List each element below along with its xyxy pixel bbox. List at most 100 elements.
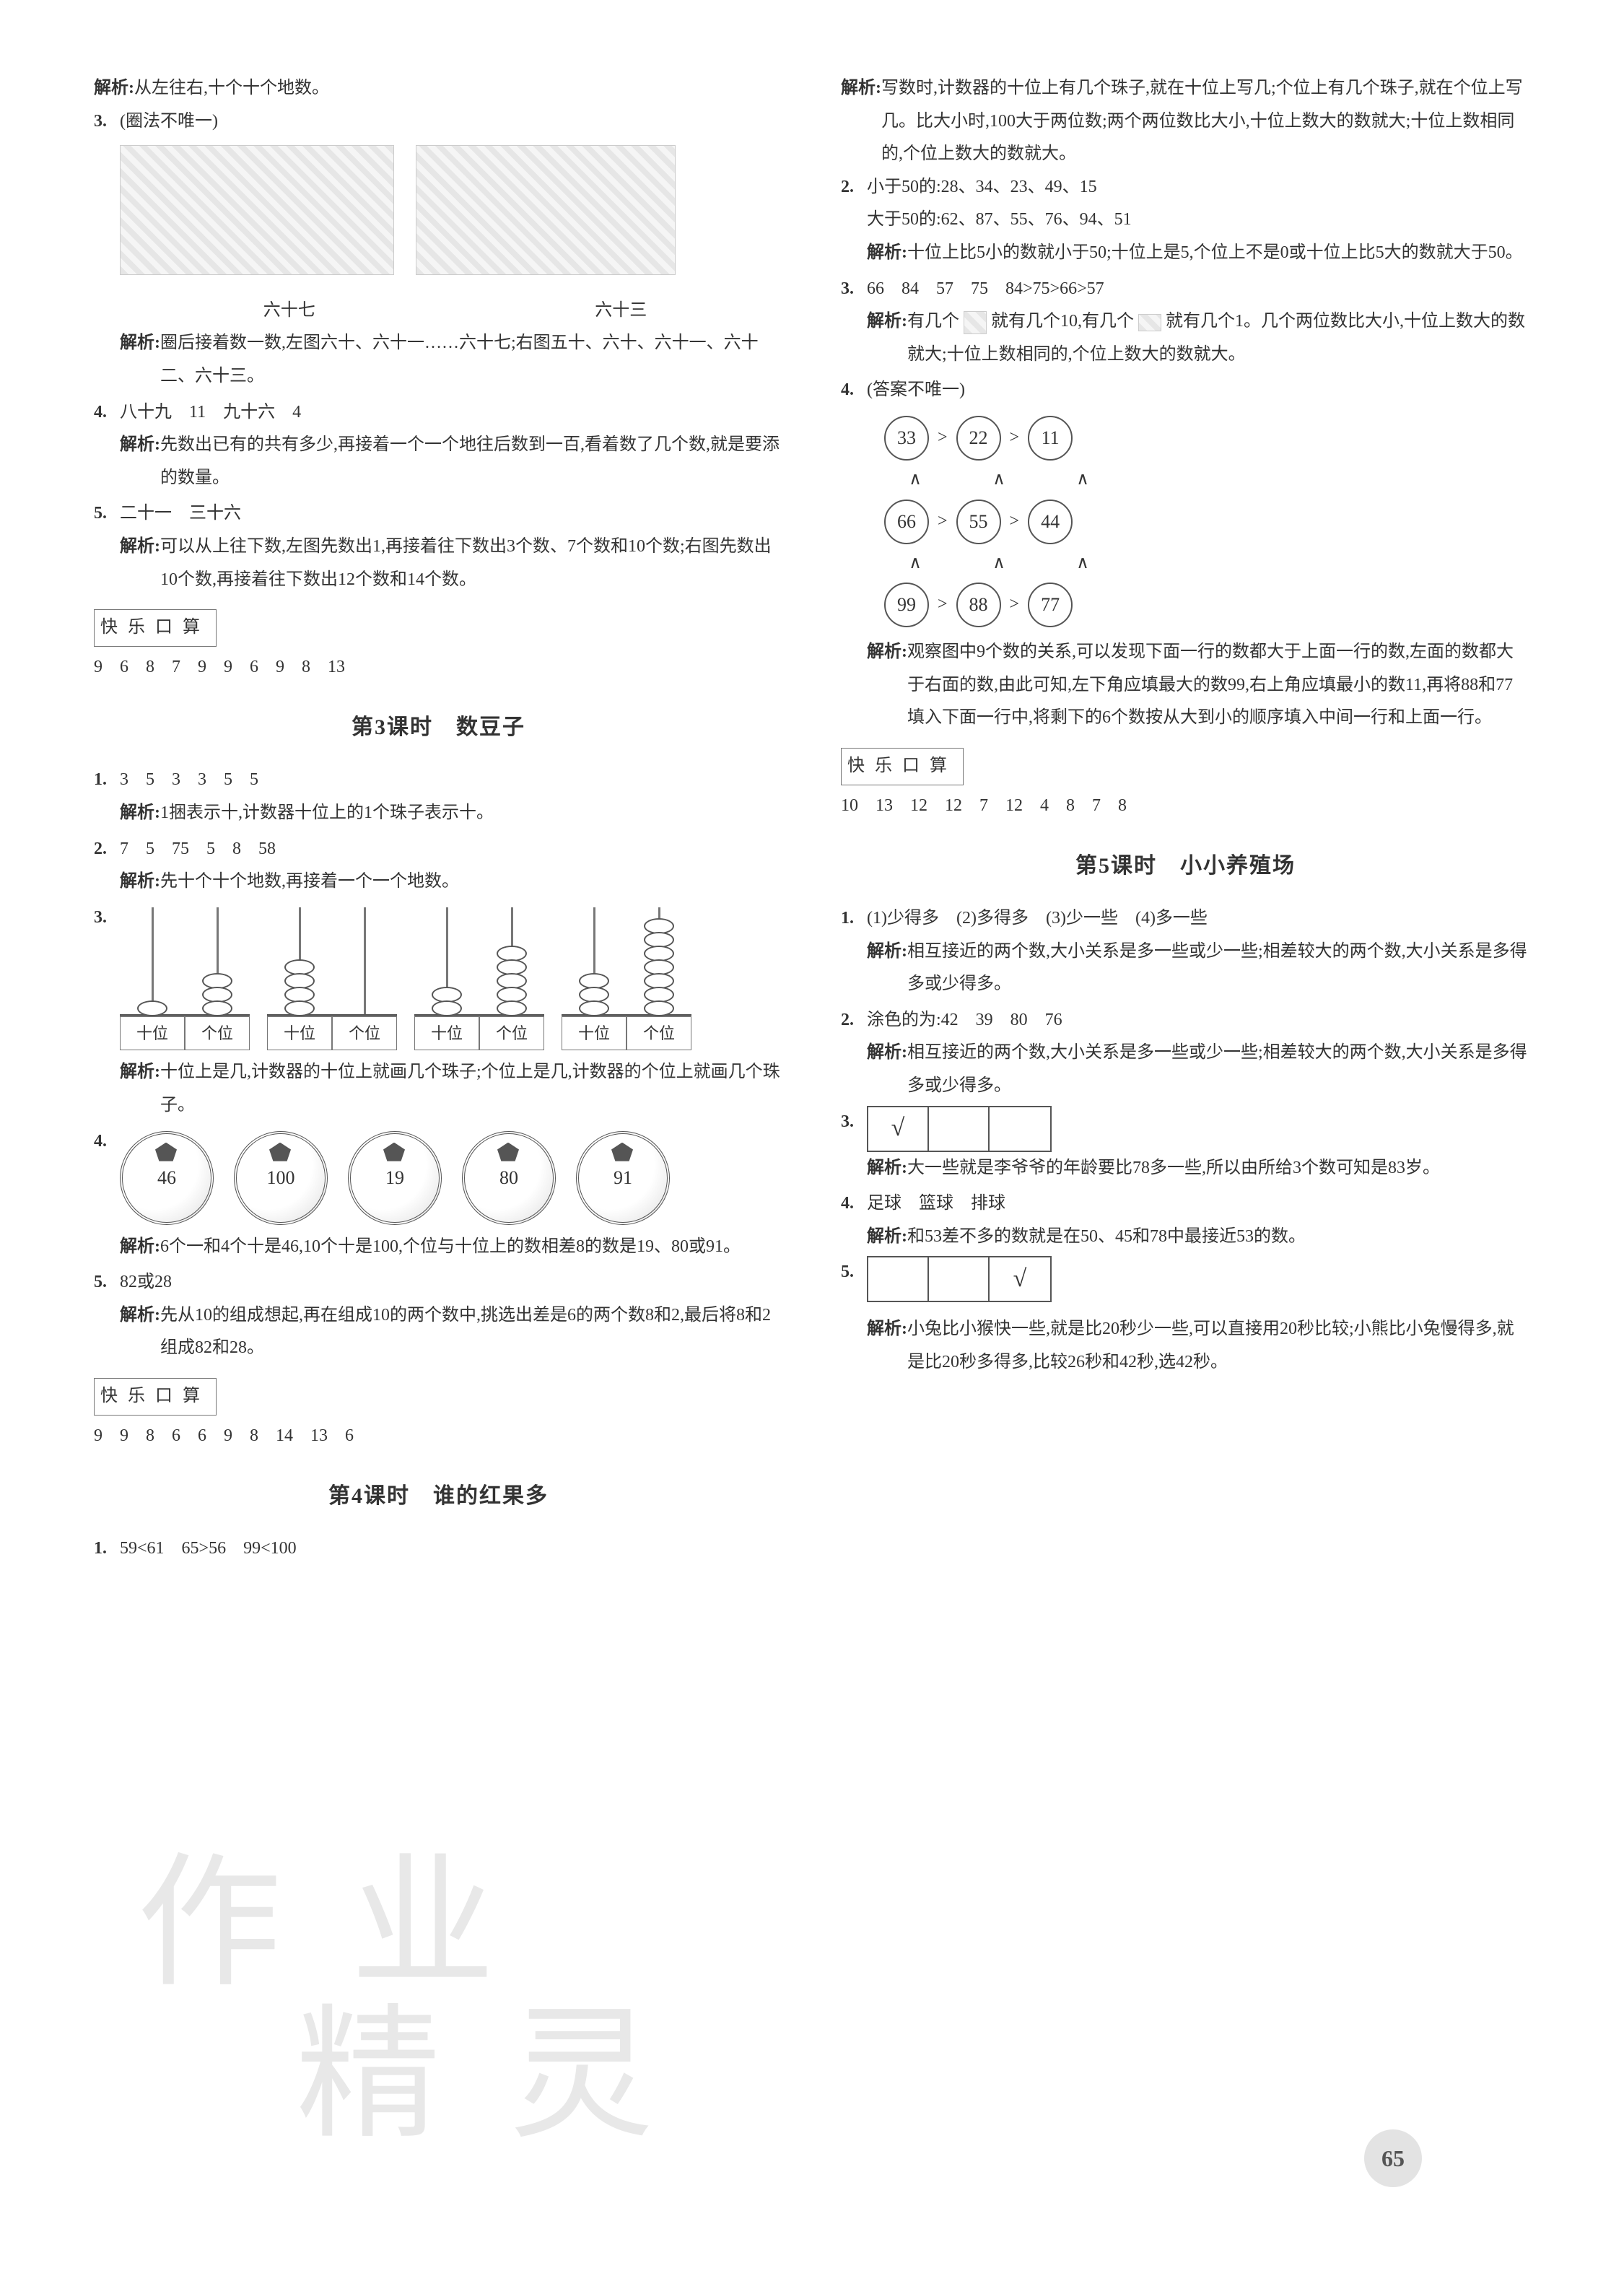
analysis-label: 解析: [867,237,907,270]
text-fragment: 有几个 [907,312,959,331]
check-cell [990,1107,1050,1151]
question-number: 5. [841,1256,867,1379]
analysis-label: 解析: [120,531,160,596]
analysis-label: 解析: [120,865,160,899]
question-number: 4. [94,396,120,495]
abacus-place-label: 个位 [332,1016,397,1051]
caret-icon: ∧ [977,463,1021,497]
l3-question-4: 4. 46100198091 解析: 6个一和4个十是46,10个十是100,个… [94,1125,783,1264]
gt-symbol: > [1010,422,1020,455]
compare-node: 55 [956,500,1001,544]
analysis-text: 十位上比5小的数就小于50;十位上是5,个位上不是0或十位上比5大的数就大于50… [907,237,1530,270]
gt-symbol: > [938,588,948,622]
answer-text: 59<61 65>56 99<100 [120,1532,783,1566]
analysis-text: 相互接近的两个数,大小关系是多一些或少一些;相差较大的两个数,大小关系是多得多或… [907,1037,1530,1102]
analysis-label: 解析: [120,1299,160,1365]
analysis-text: 可以从上往下数,左图先数出1,再接着往下数出3个数、7个数和10个数;右图先数出… [160,531,783,596]
analysis-label: 解析: [867,305,907,371]
analysis-text: 有几个 就有几个10,有几个 就有几个1。几个两位数比大小,十位上数大的数就大;… [907,305,1530,371]
happy-calc-numbers: 9 9 8 6 6 9 8 14 13 6 [94,1420,783,1453]
gt-symbol: > [938,422,948,455]
answer-text: (1)少得多 (2)多得多 (3)少一些 (4)多一些 [867,902,1530,935]
soccer-ball: 80 [462,1131,556,1225]
checkbox-row: √ [867,1106,1052,1152]
caret-icon: ∧ [1060,547,1105,580]
question-number: 1. [94,1532,120,1566]
caret-icon: ∧ [1060,463,1105,497]
gt-symbol: > [938,505,948,538]
l3-question-1: 1. 3 5 3 3 5 5 解析: 1捆表示十,计数器十位上的1个珠子表示十。 [94,764,783,829]
analysis: 解析: 从左往右,十个十个地数。 [94,72,783,105]
question-number: 2. [841,171,867,270]
l5-question-1: 1. (1)少得多 (2)多得多 (3)少一些 (4)多一些 解析: 相互接近的… [841,902,1530,1001]
analysis-label: 解析: [867,1221,907,1254]
caret-icon: ∧ [893,547,938,580]
happy-calc-title: 快乐口算 [94,1378,217,1416]
analysis-label: 解析: [120,429,160,494]
page-number: 65 [1364,2129,1422,2187]
l5-question-4: 4. 足球 篮球 排球 解析: 和53差不多的数就是在50、45和78中最接近5… [841,1187,1530,1253]
l3-question-2: 2. 7 5 75 5 8 58 解析: 先十个十个地数,再接着一个一个地数。 [94,833,783,899]
analysis-text: 从左往右,十个十个地数。 [134,72,783,105]
question-5: 5. 二十一 三十六 解析: 可以从上往下数,左图先数出1,再接着往下数出3个数… [94,497,783,596]
compare-node: 66 [884,500,929,544]
analysis-label: 解析: [867,1152,907,1185]
answer-text: 66 84 57 75 84>75>66>57 [867,273,1530,306]
analysis: 解析: 写数时,计数器的十位上有几个珠子,就在十位上写几;个位上有几个珠子,就在… [841,72,1530,171]
compare-node: 33 [884,416,929,461]
abacus-place-label: 个位 [627,1016,691,1051]
question-3: 3. (圈法不唯一) 六十七 六十三 解析: 圈后接着数一数 [94,105,783,393]
cube-blocks-figure [416,145,676,275]
l3-question-3: 3. 十位个位十位个位十位个位十位个位 解析: 十位上是几,计数器的十位上就画几… [94,902,783,1122]
check-cell: √ [990,1257,1050,1301]
checkbox-row: √ [867,1256,1052,1302]
l5-question-2: 2. 涂色的为:42 39 80 76 解析: 相互接近的两个数,大小关系是多一… [841,1004,1530,1103]
analysis-text: 观察图中9个数的关系,可以发现下面一行的数都大于上面一行的数,左面的数都大于右面… [907,636,1530,735]
question-number: 1. [94,764,120,829]
abacus-row: 十位个位十位个位十位个位十位个位 [120,907,783,1051]
l5-question-5: 5. √ 解析: 小兔比小猴快一些,就是比20秒少一些,可以直接用20秒比较;小… [841,1256,1530,1379]
question-4: 4. 八十九 11 九十六 4 解析: 先数出已有的共有多少,再接着一个一个地往… [94,396,783,495]
answer-text: 3 5 3 3 5 5 [120,764,783,797]
abacus-place-label: 十位 [267,1016,332,1051]
answer-text: 涂色的为:42 39 80 76 [867,1004,1530,1037]
analysis-text: 先十个十个地数,再接着一个一个地数。 [160,865,783,899]
l3-question-5: 5. 82或28 解析: 先从10的组成想起,再在组成10的两个数中,挑选出差是… [94,1266,783,1365]
caret-icon: ∧ [977,547,1021,580]
question-number: 3. [841,1106,867,1185]
answer-text: 八十九 11 九十六 4 [120,396,783,429]
left-column: 解析: 从左往右,十个十个地数。 3. (圈法不唯一) 六十七 六十三 [94,72,783,1569]
figure-label: 六十三 [491,295,751,328]
analysis-text: 和53差不多的数就是在50、45和78中最接近53的数。 [907,1221,1530,1254]
compare-node: 88 [956,583,1001,627]
lesson-4-title: 第4课时 谁的红果多 [94,1475,783,1517]
right-column: 解析: 写数时,计数器的十位上有几个珠子,就在十位上写几;个位上有几个珠子,就在… [841,72,1530,1569]
answer-text: 足球 篮球 排球 [867,1187,1530,1221]
question-number: 2. [94,833,120,899]
question-number: 1. [841,902,867,1001]
l5-question-3: 3. √ 解析: 大一些就是李爷爷的年龄要比78多一些,所以由所给3个数可知是8… [841,1106,1530,1185]
analysis-text: 先从10的组成想起,再在组成10的两个数中,挑选出差是6的两个数8和2,最后将8… [160,1299,783,1365]
watermark: 作 业 精 灵 [137,1848,668,2151]
watermark-line: 作 业 [137,1848,668,1999]
question-number: 3. [94,105,120,393]
l4-question-2: 2. 小于50的:28、34、23、49、15 大于50的:62、87、55、7… [841,171,1530,270]
soccer-ball: 46 [120,1131,214,1225]
analysis-label: 解析: [867,636,907,735]
answer-text: (答案不唯一) [867,374,1530,407]
gt-symbol: > [1010,588,1020,622]
caret-icon: ∧ [893,463,938,497]
text-fragment: 就有几个10,有几个 [991,312,1134,331]
abacus: 十位个位 [120,907,250,1051]
cube-single-icon [1138,314,1161,331]
soccer-ball: 19 [348,1131,442,1225]
abacus-place-label: 个位 [479,1016,544,1051]
analysis-text: 1捆表示十,计数器十位上的1个珠子表示十。 [160,797,783,830]
compare-node: 77 [1028,583,1073,627]
analysis-label: 解析: [841,72,881,171]
abacus-place-label: 个位 [185,1016,250,1051]
l4-question-4: 4. (答案不唯一) 33>22>11∧∧∧66>55>44∧∧∧99>88>7… [841,374,1530,735]
gt-symbol: > [1010,505,1020,538]
soccer-ball: 100 [234,1131,328,1225]
answer-text: 7 5 75 5 8 58 [120,833,783,866]
